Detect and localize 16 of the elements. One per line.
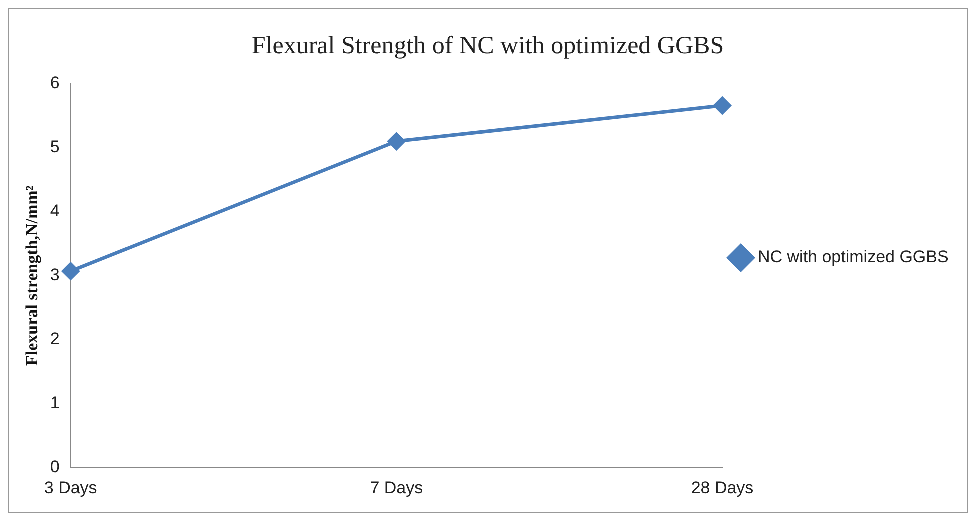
x-tick-label: 28 Days — [691, 478, 754, 498]
chart-title: Flexural Strength of NC with optimized GGBS — [252, 32, 724, 60]
y-tick-label: 5 — [50, 138, 60, 157]
y-tick-label: 4 — [50, 202, 60, 221]
y-tick-label: 3 — [50, 265, 60, 284]
point — [388, 132, 406, 150]
x-tick-label: 7 Days — [370, 478, 424, 498]
y-tick-label: 2 — [50, 329, 60, 348]
point — [714, 96, 732, 114]
x-tick-label: 3 Days — [44, 478, 98, 498]
y-tick-label: 6 — [50, 74, 60, 93]
y-axis-title: Flexural strength,N/mm² — [22, 186, 42, 366]
y-tick-label: 0 — [50, 457, 60, 476]
y-tick-label: 1 — [50, 393, 60, 412]
point — [62, 262, 80, 280]
legend-label: NC with optimized GGBS — [758, 248, 949, 267]
